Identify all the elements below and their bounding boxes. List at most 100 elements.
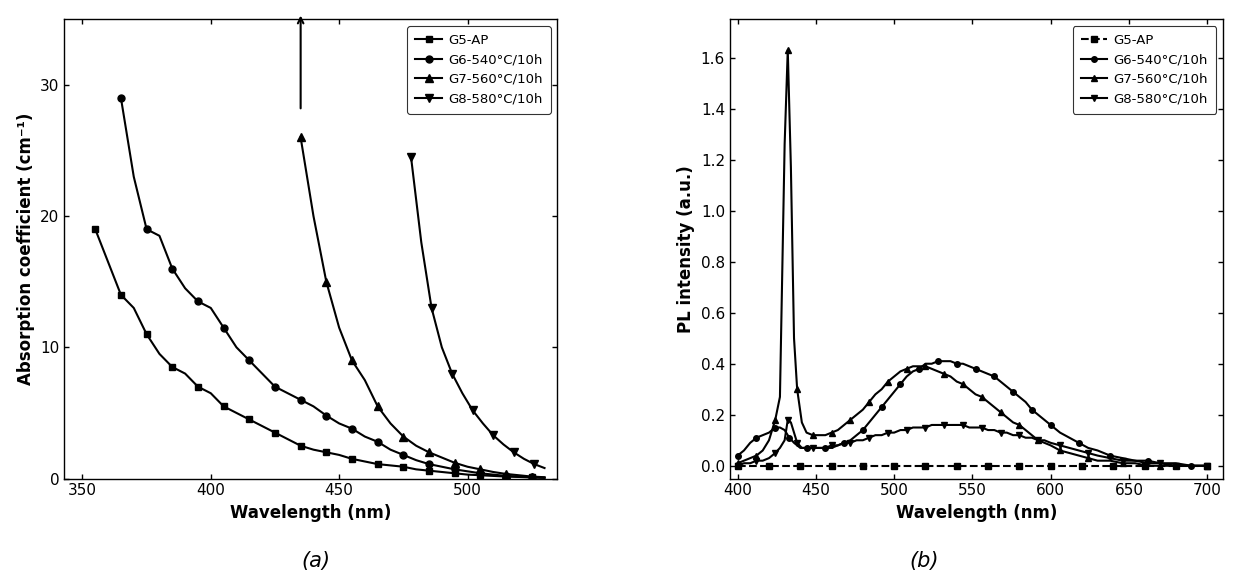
G6-540°C/10h [153,233,167,240]
Text: (b): (b) [909,551,939,571]
G6-540°C/10h [448,466,463,473]
G8-580°C/10h [786,429,801,436]
G7-560°C/10h [319,278,334,285]
G6-540°C/10h [498,473,513,480]
G6-540°C/10h [268,383,283,390]
G5-AP [498,473,513,480]
G5-AP [1012,462,1027,469]
G6-540°C/10h [203,304,218,311]
G5-AP [319,449,334,456]
G5-AP [203,390,218,397]
G8-580°C/10h [414,239,429,246]
G5-AP [165,363,180,370]
G5-AP [472,472,487,478]
G6-540°C/10h [345,425,360,432]
Line: G5-AP: G5-AP [735,463,1210,469]
G5-AP [1028,462,1043,469]
G6-540°C/10h [177,285,192,292]
G7-560°C/10h [1127,460,1142,466]
G6-540°C/10h [843,437,858,444]
G7-560°C/10h [472,466,487,473]
G5-AP [216,403,231,410]
G8-580°C/10h [780,417,795,423]
G6-540°C/10h [434,464,449,470]
G5-AP [934,462,949,469]
G5-AP [870,462,885,469]
G7-560°C/10h [511,472,526,478]
Line: G6-540°C/10h: G6-540°C/10h [735,358,1210,469]
G5-AP [1075,462,1090,469]
G5-AP [1121,462,1136,469]
G8-580°C/10h [403,154,418,160]
G7-560°C/10h [306,213,321,219]
G5-AP [422,467,436,474]
G6-540°C/10h [383,446,398,453]
Text: (a): (a) [301,551,331,571]
G5-AP [746,462,761,469]
G5-AP [139,331,154,337]
G7-560°C/10h [1199,462,1214,469]
G7-560°C/10h [422,449,436,456]
G5-AP [357,458,372,465]
G5-AP [918,462,932,469]
G6-540°C/10h [893,380,908,387]
G7-560°C/10h [371,403,386,410]
G6-540°C/10h [511,473,526,480]
G8-580°C/10h [486,432,501,439]
G5-AP [1153,462,1168,469]
G7-560°C/10h [887,373,901,380]
G6-540°C/10h [191,298,206,305]
G6-540°C/10h [254,370,269,377]
G5-AP [839,462,854,469]
G6-540°C/10h [730,452,745,459]
G5-AP [280,435,295,442]
G7-560°C/10h [345,357,360,364]
G5-AP [371,461,386,468]
G6-540°C/10h [409,457,424,464]
G6-540°C/10h [319,412,334,419]
G8-580°C/10h [730,462,745,469]
G7-560°C/10h [434,454,449,461]
G6-540°C/10h [422,461,436,468]
G8-580°C/10h [506,449,521,456]
G7-560°C/10h [780,46,795,53]
G8-580°C/10h [777,437,792,444]
G6-540°C/10h [818,445,833,452]
G7-560°C/10h [525,473,539,480]
G6-540°C/10h [930,358,945,364]
G7-560°C/10h [905,363,920,370]
G7-560°C/10h [777,141,792,148]
G7-560°C/10h [396,433,410,440]
G6-540°C/10h [242,357,257,364]
G5-AP [1137,462,1152,469]
G5-AP [825,462,839,469]
G7-560°C/10h [293,134,308,141]
G8-580°C/10h [905,424,920,431]
Legend: G5-AP, G6-540°C/10h, G7-560°C/10h, G8-580°C/10h: G5-AP, G6-540°C/10h, G7-560°C/10h, G8-58… [1073,26,1216,113]
G5-AP [448,470,463,477]
G7-560°C/10h [383,420,398,427]
Line: G7-560°C/10h: G7-560°C/10h [296,133,548,481]
G7-560°C/10h [1030,437,1045,444]
G8-580°C/10h [455,390,470,397]
G5-AP [293,442,308,449]
G5-AP [345,456,360,462]
G6-540°C/10h [216,324,231,331]
G5-AP [254,423,269,430]
G8-580°C/10h [1030,437,1045,444]
Line: G8-580°C/10h: G8-580°C/10h [734,417,1210,469]
G5-AP [996,462,1011,469]
G7-560°C/10h [761,437,776,444]
G6-540°C/10h [332,420,347,427]
G6-540°C/10h [357,433,372,440]
G6-540°C/10h [1153,460,1168,466]
G7-560°C/10h [448,460,463,466]
G5-AP [306,446,321,453]
G7-560°C/10h [1141,462,1156,469]
G8-580°C/10h [1199,462,1214,469]
G5-AP [434,469,449,476]
G6-540°C/10h [472,470,487,477]
G5-AP [903,462,918,469]
G7-560°C/10h [460,464,475,470]
G5-AP [1043,462,1058,469]
